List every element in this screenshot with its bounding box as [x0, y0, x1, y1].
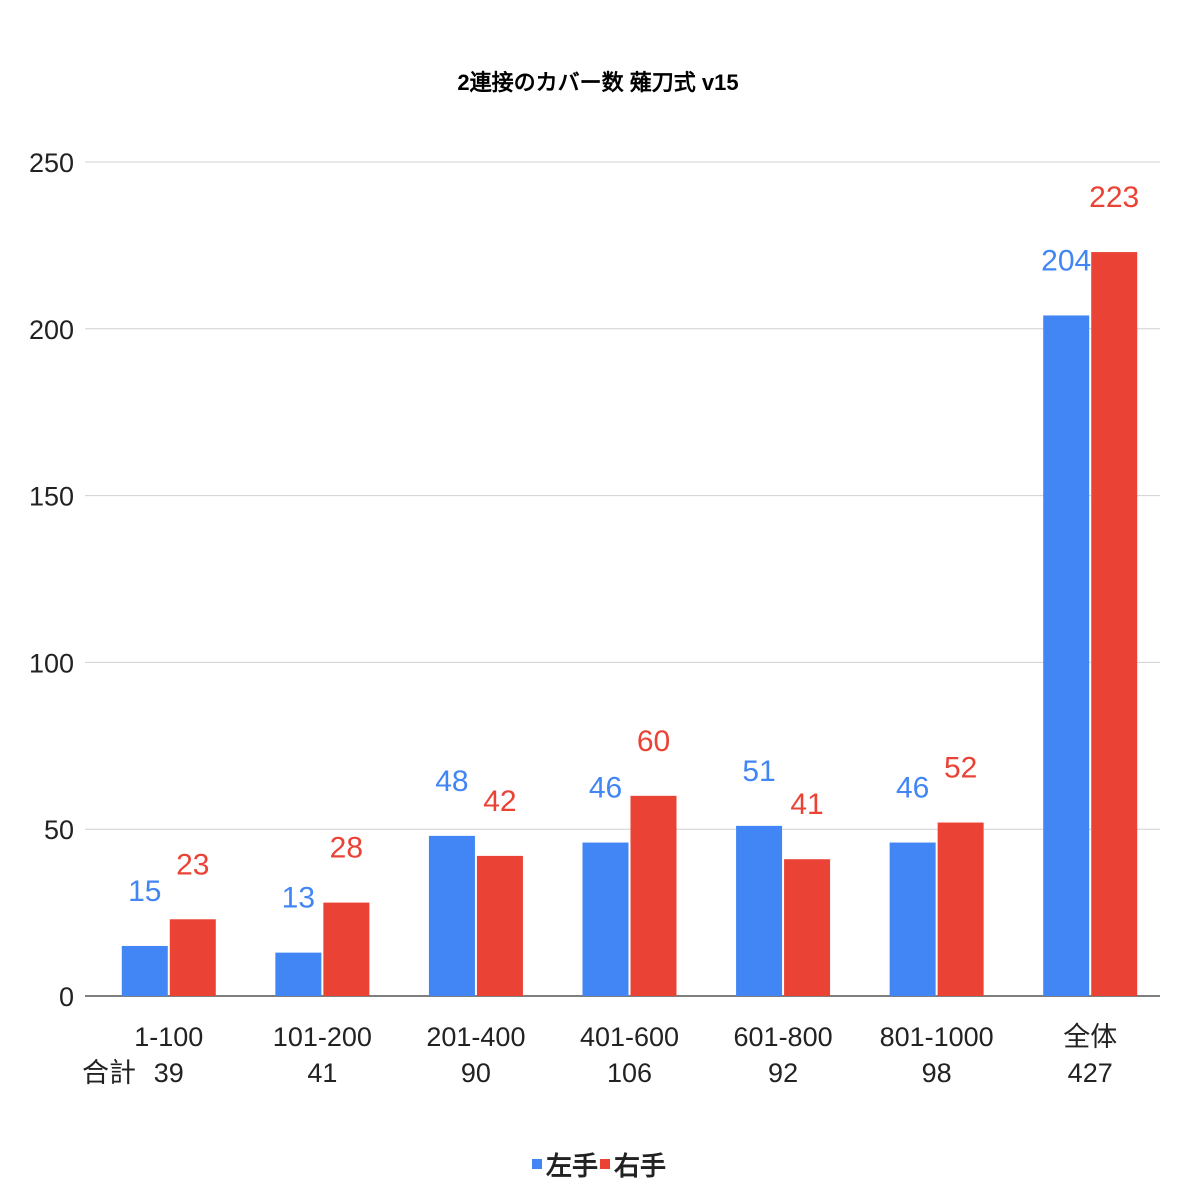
- x-category-label: 201-400: [426, 1022, 525, 1052]
- y-tick-label: 250: [29, 148, 74, 178]
- data-label: 60: [637, 725, 670, 758]
- x-category-label: 1-100: [134, 1022, 203, 1052]
- x-category-label: 401-600: [580, 1022, 679, 1052]
- x-total-label: 39: [154, 1058, 184, 1088]
- x-total-label: 98: [922, 1058, 952, 1088]
- bar-right: [937, 822, 984, 996]
- y-tick-label: 100: [29, 648, 74, 678]
- y-axis-ticks: 0 50 100 150 200 250: [29, 148, 74, 1012]
- x-total-label: 106: [607, 1058, 652, 1088]
- legend-swatch: [532, 1159, 542, 1169]
- bar-right: [323, 902, 370, 996]
- x-category-label: 全体: [1063, 1022, 1117, 1052]
- data-label: 46: [896, 772, 929, 805]
- bar-right: [476, 855, 523, 996]
- data-label: 13: [282, 882, 315, 915]
- data-label: 28: [330, 832, 363, 865]
- chart-title: 2連接のカバー数 薙刀式 v15: [457, 70, 738, 95]
- y-tick-label: 150: [29, 482, 74, 512]
- x-total-label: 427: [1068, 1058, 1113, 1088]
- bar-left: [582, 842, 629, 996]
- bars: [121, 252, 1138, 996]
- x-total-label: 90: [461, 1058, 491, 1088]
- data-label: 52: [944, 752, 977, 785]
- x-category-label: 801-1000: [880, 1022, 994, 1052]
- bar-left: [1043, 315, 1090, 996]
- data-label: 48: [435, 765, 468, 798]
- bar-left: [736, 825, 783, 996]
- data-label: 15: [128, 875, 161, 908]
- y-tick-label: 200: [29, 315, 74, 345]
- data-label: 46: [589, 772, 622, 805]
- bar-left: [121, 945, 168, 996]
- data-labels: 15 23 13 28 48 42 46 60 51 41 46 52 204 223: [128, 181, 1139, 915]
- x-axis: 1-100 39 101-200 41 201-400 90 401-600 106 601-8…: [82, 1022, 1117, 1088]
- bar-left: [889, 842, 936, 996]
- data-label: 41: [790, 788, 823, 821]
- data-label: 42: [483, 785, 516, 818]
- bar-right: [1091, 252, 1138, 996]
- bar-left: [275, 952, 322, 996]
- data-label: 23: [176, 848, 209, 881]
- legend: 左手 右手: [532, 1151, 666, 1181]
- x-category-label: 101-200: [273, 1022, 372, 1052]
- bar-right: [169, 919, 216, 996]
- legend-swatch: [600, 1159, 610, 1169]
- legend-label: 左手: [546, 1151, 598, 1181]
- y-tick-label: 50: [44, 815, 74, 845]
- x-total-label: 41: [307, 1058, 337, 1088]
- legend-label: 右手: [614, 1151, 666, 1181]
- bar-right: [630, 795, 677, 996]
- x-category-label: 601-800: [734, 1022, 833, 1052]
- bar-right: [784, 859, 831, 996]
- totals-row-label: 合計: [82, 1058, 136, 1088]
- data-label: 204: [1041, 244, 1091, 277]
- data-label: 223: [1089, 181, 1139, 214]
- y-tick-label: 0: [59, 982, 74, 1012]
- bar-left: [428, 835, 475, 996]
- x-total-label: 92: [768, 1058, 798, 1088]
- data-label: 51: [742, 755, 775, 788]
